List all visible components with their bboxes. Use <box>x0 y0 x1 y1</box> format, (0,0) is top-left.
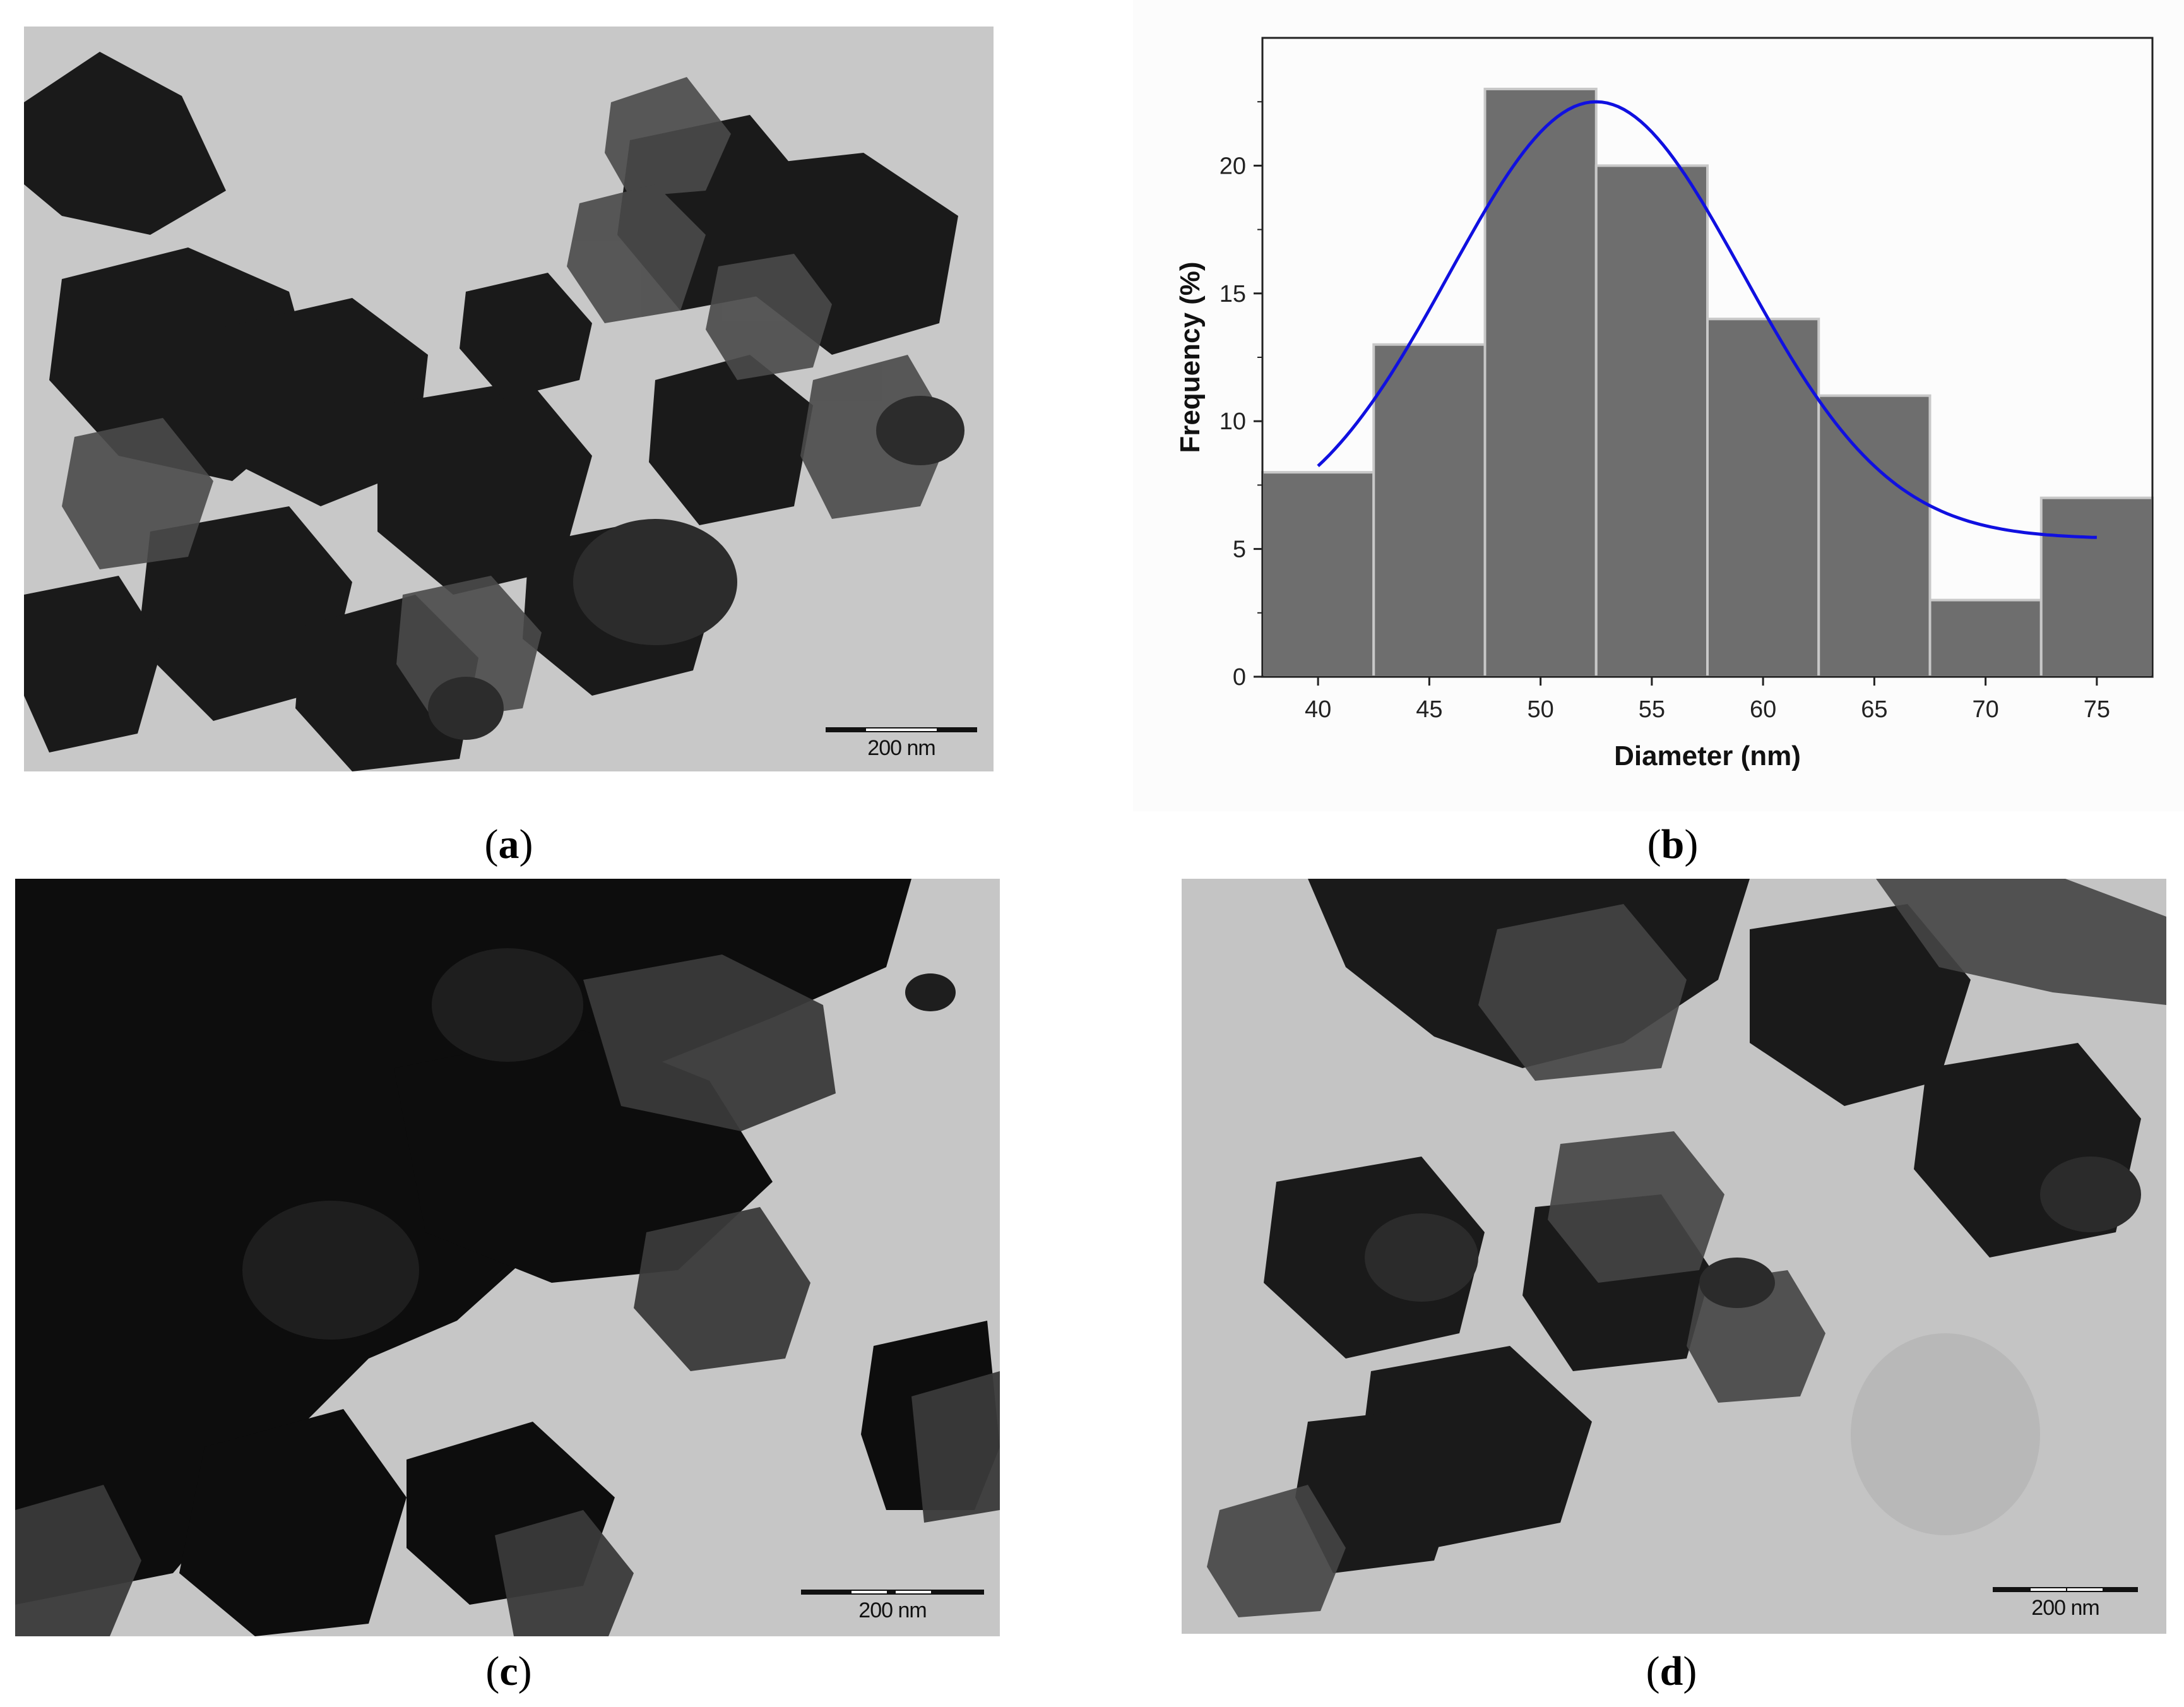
caption-c: (c) <box>485 1648 532 1694</box>
x-tick-label: 60 <box>1750 696 1776 723</box>
scale-bar-a: 200 nm <box>826 727 977 765</box>
scale-bar-line <box>801 1590 984 1595</box>
x-axis-ticks: 40 45 50 55 60 65 70 75 <box>1305 677 2110 723</box>
scale-bar-label: 200 nm <box>2031 1596 2099 1620</box>
caption-a: (a) <box>484 821 533 867</box>
tem-image-c: 200 nm <box>15 879 1000 1636</box>
y-axis-ticks: 0 5 10 15 20 <box>1220 101 1262 691</box>
tem-micrograph-c <box>15 879 1000 1636</box>
histogram-bar <box>1928 598 2043 678</box>
scale-bar-label: 200 nm <box>858 1598 927 1622</box>
histogram-bars <box>1261 87 2154 678</box>
x-tick-label: 55 <box>1639 696 1665 723</box>
histogram-bar <box>1594 164 1709 678</box>
scale-bar-line <box>826 727 977 732</box>
scale-bar-d: 200 nm <box>1993 1587 2138 1625</box>
x-tick-label: 40 <box>1305 696 1331 723</box>
histogram-bar <box>1372 343 1487 678</box>
x-tick-label: 75 <box>2084 696 2110 723</box>
tem-image-a: 200 nm <box>24 27 994 771</box>
histogram-bar <box>2039 496 2154 678</box>
x-tick-label: 45 <box>1416 696 1442 723</box>
caption-d: (d) <box>1646 1648 1697 1694</box>
histogram-bar <box>1483 87 1598 678</box>
x-tick-label: 50 <box>1527 696 1553 723</box>
gaussian-fit-curve <box>1317 100 2097 539</box>
x-tick-label: 65 <box>1861 696 1887 723</box>
scale-bar-line <box>1993 1587 2138 1592</box>
scale-bar-label: 200 nm <box>867 736 935 760</box>
histogram-bar <box>1817 394 1932 678</box>
y-tick-label: 15 <box>1220 281 1246 307</box>
tem-image-d: 200 nm <box>1182 879 2166 1634</box>
y-axis-label: Frequency (%) <box>1175 261 1206 453</box>
y-tick-label: 0 <box>1233 664 1246 691</box>
y-tick-label: 5 <box>1233 537 1246 563</box>
x-axis-label: Diameter (nm) <box>1614 740 1801 771</box>
tem-micrograph-d <box>1182 879 2166 1634</box>
y-tick-label: 10 <box>1220 408 1246 435</box>
y-tick-label: 20 <box>1220 153 1246 179</box>
x-tick-label: 70 <box>1972 696 1998 723</box>
caption-b: (b) <box>1647 821 1699 867</box>
tem-micrograph-a <box>24 27 994 771</box>
histogram-bar <box>1261 471 1375 678</box>
scale-bar-c: 200 nm <box>801 1590 984 1627</box>
